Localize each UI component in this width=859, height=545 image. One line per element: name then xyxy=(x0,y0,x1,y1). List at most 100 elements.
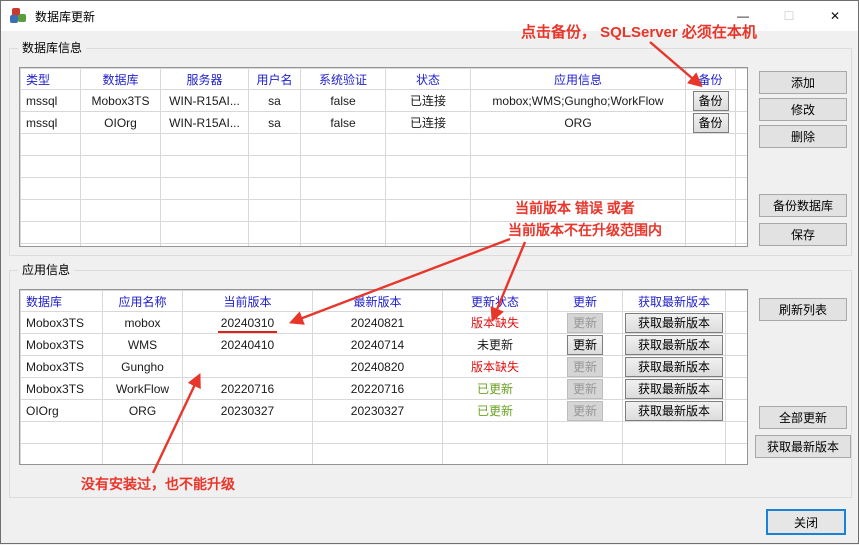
fetch-latest-row-button[interactable]: 获取最新版本 xyxy=(625,400,723,421)
col-type[interactable]: 类型 xyxy=(20,68,81,90)
empty-cell xyxy=(385,221,471,244)
update-all-button[interactable]: 全部更新 xyxy=(759,406,847,429)
database-info-groupbox: 数据库信息 类型 数据库 服务器 用户名 系统验证 状态 应用信息 备份 mss… xyxy=(9,41,852,256)
col-backup[interactable]: 备份 xyxy=(685,68,736,90)
modify-button[interactable]: 修改 xyxy=(759,98,847,121)
window-title: 数据库更新 xyxy=(35,9,96,24)
col-username[interactable]: 用户名 xyxy=(248,68,301,90)
empty-cell xyxy=(300,133,386,156)
empty-cell xyxy=(685,199,736,222)
empty-cell xyxy=(725,421,747,444)
cell-database: Mobox3TS xyxy=(20,311,103,334)
annotation-version-error-line2: 当前版本不在升级范围内 xyxy=(508,222,662,238)
empty-cell xyxy=(735,243,747,246)
fetch-latest-row-button[interactable]: 获取最新版本 xyxy=(625,334,723,355)
col-appname[interactable]: 应用名称 xyxy=(102,290,183,312)
cell-database: Mobox3TS xyxy=(20,377,103,400)
col-database[interactable]: 数据库 xyxy=(20,290,103,312)
refresh-list-button[interactable]: 刷新列表 xyxy=(759,298,847,321)
cell-database: Mobox3TS xyxy=(80,89,161,112)
empty-cell xyxy=(102,443,183,464)
col-appinfo[interactable]: 应用信息 xyxy=(470,68,686,90)
app-table-row[interactable]: OIOrg ORG 20230327 20230327 已更新 更新 获取最新版… xyxy=(20,399,747,422)
fetch-latest-button[interactable]: 获取最新版本 xyxy=(755,435,851,458)
empty-cell xyxy=(160,243,249,246)
cell-update-status: 版本缺失 xyxy=(442,311,548,334)
cell-fetch: 获取最新版本 xyxy=(622,377,726,400)
empty-cell xyxy=(622,421,726,444)
col-latest-version[interactable]: 最新版本 xyxy=(312,290,443,312)
app-info-title: 应用信息 xyxy=(18,263,75,277)
empty-cell xyxy=(312,443,443,464)
empty-row xyxy=(20,221,747,244)
empty-cell xyxy=(20,421,103,444)
cell-appname: mobox xyxy=(102,311,183,334)
save-button[interactable]: 保存 xyxy=(759,223,847,246)
empty-cell xyxy=(735,89,747,112)
empty-cell xyxy=(547,443,623,464)
empty-cell xyxy=(470,177,686,200)
empty-cell xyxy=(735,133,747,156)
col-update[interactable]: 更新 xyxy=(547,290,623,312)
app-table-header-row: 数据库 应用名称 当前版本 最新版本 更新状态 更新 获取最新版本 xyxy=(20,290,747,312)
cell-update: 更新 xyxy=(547,377,623,400)
cell-fetch: 获取最新版本 xyxy=(622,355,726,378)
cell-database: OIOrg xyxy=(80,111,161,134)
col-sysauth[interactable]: 系统验证 xyxy=(300,68,386,90)
col-current-version[interactable]: 当前版本 xyxy=(182,290,313,312)
empty-cell xyxy=(248,221,301,244)
cell-username: sa xyxy=(248,111,301,134)
col-database[interactable]: 数据库 xyxy=(80,68,161,90)
update-row-button[interactable]: 更新 xyxy=(567,334,603,355)
empty-row xyxy=(20,133,747,156)
col-fetch-latest[interactable]: 获取最新版本 xyxy=(622,290,726,312)
empty-cell xyxy=(725,311,747,334)
backup-row-button[interactable]: 备份 xyxy=(692,112,729,133)
empty-cell xyxy=(312,421,443,444)
underlined-version: 20240310 xyxy=(217,315,278,333)
empty-cell xyxy=(442,443,548,464)
cell-latest-version: 20230327 xyxy=(312,399,443,422)
delete-button[interactable]: 删除 xyxy=(759,125,847,148)
empty-cell xyxy=(80,177,161,200)
minimize-button[interactable]: — xyxy=(720,1,766,31)
cell-current-version: 20240310 xyxy=(182,311,313,334)
cell-appname: WorkFlow xyxy=(102,377,183,400)
col-status[interactable]: 状态 xyxy=(385,68,471,90)
close-window-button[interactable]: ✕ xyxy=(812,1,858,31)
update-row-button: 更新 xyxy=(567,312,603,333)
app-table-row[interactable]: Mobox3TS Gungho 20240820 版本缺失 更新 获取最新版本 xyxy=(20,355,747,378)
cell-update-status: 已更新 xyxy=(442,399,548,422)
cell-latest-version: 20240821 xyxy=(312,311,443,334)
empty-cell xyxy=(385,243,471,246)
add-button[interactable]: 添加 xyxy=(759,71,847,94)
cell-status: 已连接 xyxy=(385,111,471,134)
fetch-latest-row-button[interactable]: 获取最新版本 xyxy=(625,356,723,377)
app-table-row[interactable]: Mobox3TS WorkFlow 20220716 20220716 已更新 … xyxy=(20,377,747,400)
col-update-status[interactable]: 更新状态 xyxy=(442,290,548,312)
backup-database-button[interactable]: 备份数据库 xyxy=(759,194,847,217)
empty-cell xyxy=(102,421,183,444)
empty-cell xyxy=(300,199,386,222)
cell-current-version: 20220716 xyxy=(182,377,313,400)
empty-cell xyxy=(735,177,747,200)
col-server[interactable]: 服务器 xyxy=(160,68,249,90)
app-table-row[interactable]: Mobox3TS WMS 20240410 20240714 未更新 更新 获取… xyxy=(20,333,747,356)
annotation-version-error-line1: 当前版本 错误 或者 xyxy=(515,200,635,216)
backup-row-button[interactable]: 备份 xyxy=(692,90,729,111)
cell-appname: ORG xyxy=(102,399,183,422)
empty-cell xyxy=(725,377,747,400)
annotation-not-installed: 没有安装过，也不能升级 xyxy=(81,476,235,492)
empty-cell xyxy=(470,243,686,246)
empty-cell xyxy=(160,133,249,156)
app-table-row[interactable]: Mobox3TS mobox 20240310 20240821 版本缺失 更新… xyxy=(20,311,747,334)
cell-database: OIOrg xyxy=(20,399,103,422)
empty-cell xyxy=(685,133,736,156)
empty-cell xyxy=(248,133,301,156)
fetch-latest-row-button[interactable]: 获取最新版本 xyxy=(625,378,723,399)
cell-database: Mobox3TS xyxy=(20,355,103,378)
database-table-row[interactable]: mssql OIOrg WIN-R15AI... sa false 已连接 OR… xyxy=(20,111,747,134)
database-table-row[interactable]: mssql Mobox3TS WIN-R15AI... sa false 已连接… xyxy=(20,89,747,112)
fetch-latest-row-button[interactable]: 获取最新版本 xyxy=(625,312,723,333)
close-button[interactable]: 关闭 xyxy=(766,509,846,535)
